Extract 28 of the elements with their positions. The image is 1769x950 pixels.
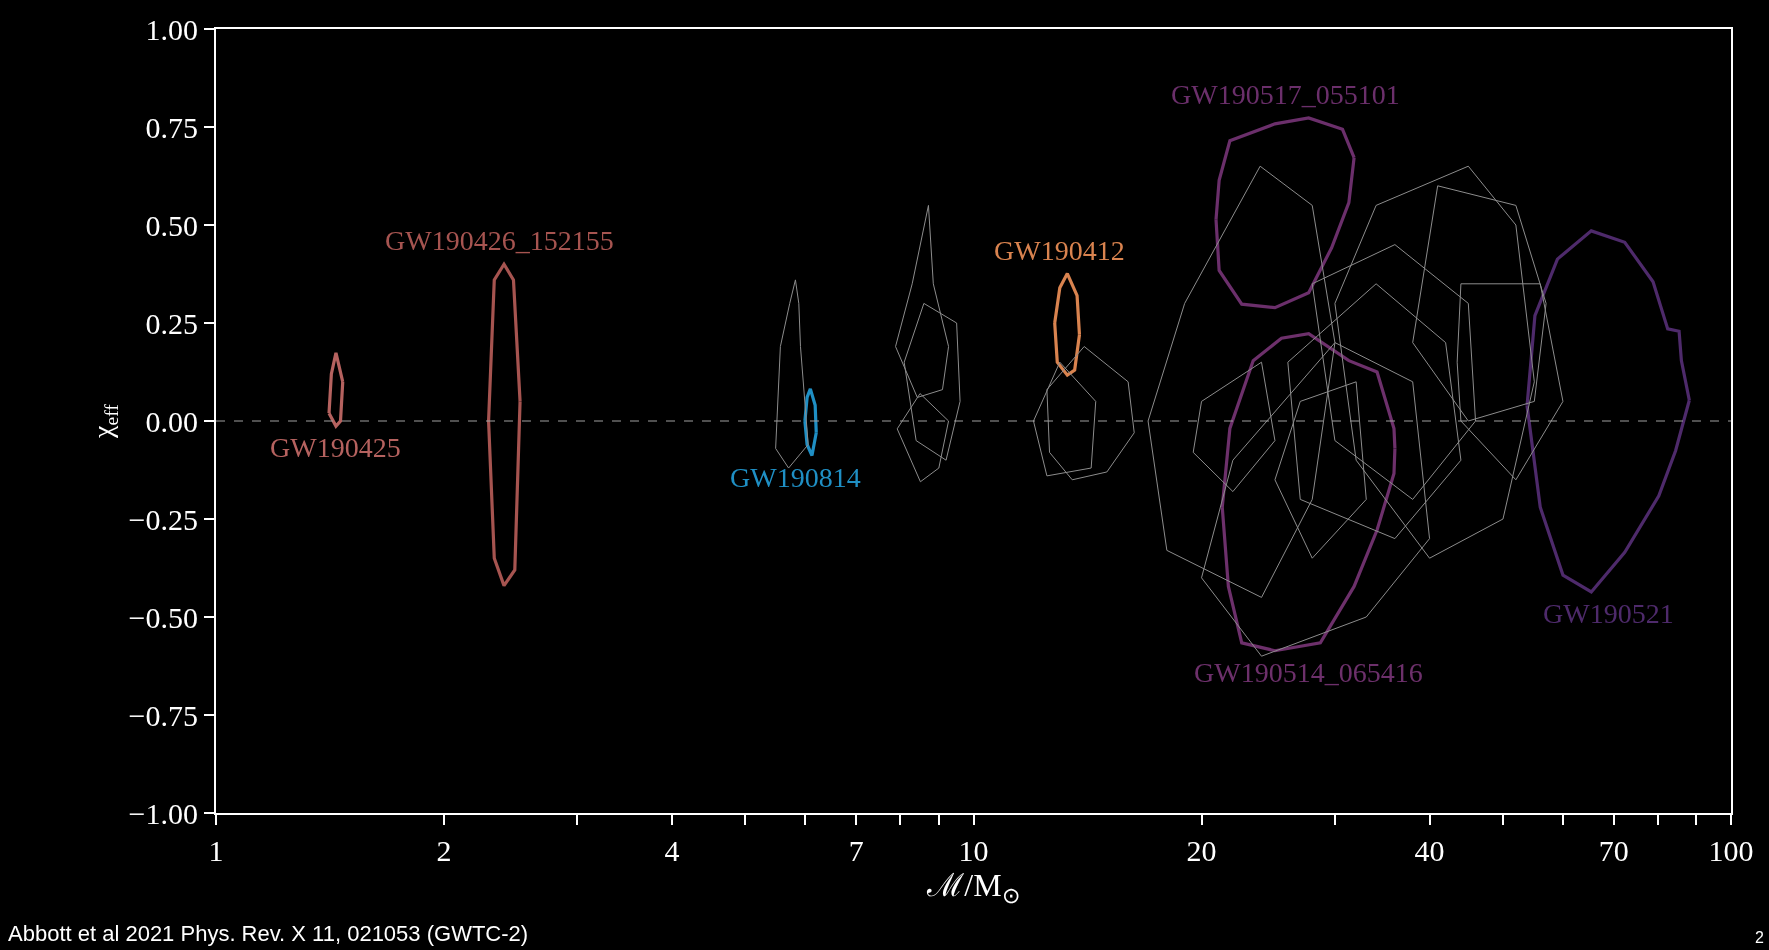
x-tick-label: 20 <box>1186 834 1217 867</box>
series-label: GW190517_055101 <box>1171 79 1400 110</box>
series-label: GW190412 <box>994 235 1125 266</box>
y-tick-label: −1.00 <box>128 796 198 830</box>
x-tick-label: 100 <box>1708 834 1754 867</box>
y-tick-label: −0.25 <box>128 502 198 536</box>
y-tick-label: 0.75 <box>145 110 198 144</box>
x-tick-label: 2 <box>436 834 452 867</box>
series-label: GW190814 <box>730 462 861 493</box>
y-tick-label: 0.25 <box>145 306 198 340</box>
series-label: GW190514_065416 <box>1194 657 1423 688</box>
x-tick-label: 10 <box>958 834 989 867</box>
x-tick-label: 1 <box>208 834 224 867</box>
x-tick-label: 4 <box>664 834 680 867</box>
x-tick-label: 70 <box>1598 834 1629 867</box>
y-tick-label: −0.50 <box>128 600 198 634</box>
text: Abbott et al 2021 Phys. Rev. X 11, 021053 (GWTC-2) <box>8 921 529 946</box>
series-label: GW190521 <box>1543 598 1674 629</box>
y-tick-label: 0.00 <box>145 404 198 438</box>
x-tick-label: 7 <box>848 834 864 867</box>
y-tick-label: 0.50 <box>145 208 198 242</box>
series-label: GW190425 <box>270 432 401 463</box>
text: 2 <box>1755 929 1764 946</box>
y-tick-label: −0.75 <box>128 698 198 732</box>
y-tick-label: 1.00 <box>145 12 198 46</box>
x-tick-label: 40 <box>1414 834 1445 867</box>
series-label: GW190426_152155 <box>385 225 614 256</box>
x-axis-title: ℳ/M$_{⊙}$ <box>926 867 1020 908</box>
